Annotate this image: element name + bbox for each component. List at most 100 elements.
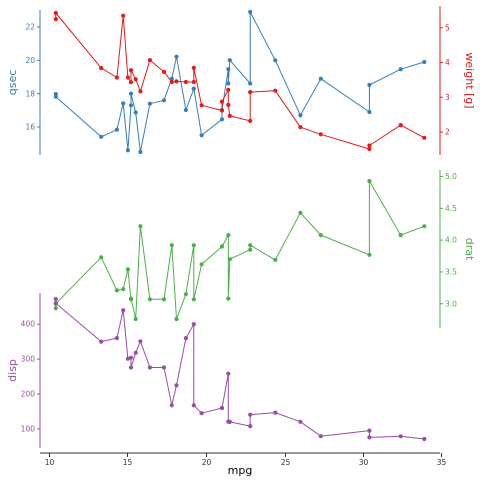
qsec-data-point xyxy=(398,67,403,72)
drat-data-point xyxy=(183,292,188,297)
weight-data-point xyxy=(226,102,231,107)
qsec-data-point xyxy=(174,54,179,59)
disp-data-point xyxy=(219,405,225,411)
x-tick-label: 35 xyxy=(437,458,447,467)
weight-data-point xyxy=(298,125,303,130)
disp-data-point xyxy=(298,419,303,424)
data-points-layer xyxy=(53,9,427,442)
drat-data-point xyxy=(121,287,126,292)
qsec-data-point xyxy=(125,148,130,153)
weight-data-point xyxy=(227,113,232,118)
drat-data-point xyxy=(318,233,323,238)
drat-y-tick-label: 4.0 xyxy=(445,236,457,245)
axis-labels-layer: mpg qsec weight [g] drat disp xyxy=(6,52,476,477)
qsec-data-point xyxy=(248,9,253,15)
weight-data-point xyxy=(147,58,152,63)
qsec-data-point xyxy=(114,127,119,132)
disp-data-point xyxy=(248,412,253,417)
x-tick-label: 25 xyxy=(281,458,291,467)
disp-data-point xyxy=(53,296,58,302)
disp-data-point xyxy=(367,435,372,440)
drat-data-point xyxy=(169,243,174,248)
drat-data-point xyxy=(128,296,134,301)
drat-y-tick-label: 4.5 xyxy=(445,204,457,213)
drat-data-point xyxy=(227,257,232,262)
drat-data-point xyxy=(53,306,58,311)
qsec-data-point xyxy=(147,101,152,106)
qsec-data-point xyxy=(183,107,188,113)
weight-data-point xyxy=(174,79,179,84)
disp-data-point xyxy=(138,339,143,344)
qsec-data-point xyxy=(128,103,134,108)
weight-data-point xyxy=(125,75,130,80)
drat-data-point xyxy=(248,247,253,252)
weight-data-point xyxy=(161,69,167,74)
weight-data-point xyxy=(169,79,174,85)
disp-data-point xyxy=(248,424,253,429)
drat-data-point xyxy=(161,297,167,302)
qsec-data-point xyxy=(318,76,323,81)
qsec-data-point xyxy=(248,81,253,86)
weight-data-point xyxy=(226,87,231,92)
weight-data-point xyxy=(199,103,204,108)
qsec-data-point xyxy=(138,149,143,155)
drat-data-point xyxy=(125,267,130,272)
qsec-data-point xyxy=(422,59,427,65)
qsec-y-tick-label: 20 xyxy=(25,56,35,65)
qsec-y-axis-title: qsec xyxy=(6,70,19,96)
drat-y-tick-label: 3.0 xyxy=(445,299,457,308)
drat-data-point xyxy=(367,178,372,184)
disp-data-point xyxy=(169,403,174,408)
drat-data-point xyxy=(273,257,278,262)
disp-data-point xyxy=(99,339,104,344)
disp-y-tick-label: 200 xyxy=(21,390,36,399)
disp-data-point xyxy=(191,322,196,327)
x-tick-label: 15 xyxy=(123,458,133,467)
drat-data-point xyxy=(422,224,427,229)
weight-data-point xyxy=(99,66,104,71)
weight-data-point xyxy=(367,146,372,152)
weight-data-point xyxy=(128,68,134,73)
qsec-data-point xyxy=(367,109,372,115)
disp-data-point xyxy=(161,365,167,370)
drat-data-point xyxy=(147,297,152,302)
drat-y-tick-label: 3.5 xyxy=(445,268,457,277)
qsec-series-line xyxy=(55,11,425,153)
weight-data-point xyxy=(191,79,196,85)
drat-data-point xyxy=(191,243,196,248)
qsec-data-point xyxy=(53,94,58,99)
disp-y-tick-label: 100 xyxy=(21,425,36,434)
weight-y-tick-label: 2 xyxy=(445,128,450,137)
drat-data-point xyxy=(99,255,104,260)
drat-data-point xyxy=(367,252,372,257)
disp-data-point xyxy=(133,350,138,355)
disp-data-point xyxy=(128,355,134,360)
drat-y-tick-label: 5.0 xyxy=(445,172,457,181)
qsec-data-point xyxy=(199,133,204,138)
drat-data-point xyxy=(226,233,231,238)
disp-data-point xyxy=(191,403,196,408)
qsec-data-point xyxy=(121,101,126,106)
series-lines-layer xyxy=(55,11,425,440)
disp-data-point xyxy=(227,419,232,424)
qsec-data-point xyxy=(273,58,278,63)
disp-data-point xyxy=(273,410,278,415)
qsec-data-point xyxy=(128,91,134,96)
weight-data-point xyxy=(318,132,323,137)
weight-data-point xyxy=(422,135,427,140)
x-tick-label: 30 xyxy=(359,458,369,467)
drat-data-point xyxy=(174,316,179,322)
weight-series-line xyxy=(55,12,425,150)
disp-data-point xyxy=(128,365,134,370)
qsec-data-point xyxy=(226,67,231,72)
drat-data-point xyxy=(138,224,143,229)
weight-data-point xyxy=(53,10,58,16)
drat-data-point xyxy=(398,233,403,238)
x-axis-title: mpg xyxy=(228,464,253,477)
weight-data-point xyxy=(133,77,138,82)
drat-data-point xyxy=(248,243,253,248)
qsec-data-point xyxy=(99,134,104,139)
disp-data-point xyxy=(114,336,119,341)
disp-data-point xyxy=(318,434,323,439)
